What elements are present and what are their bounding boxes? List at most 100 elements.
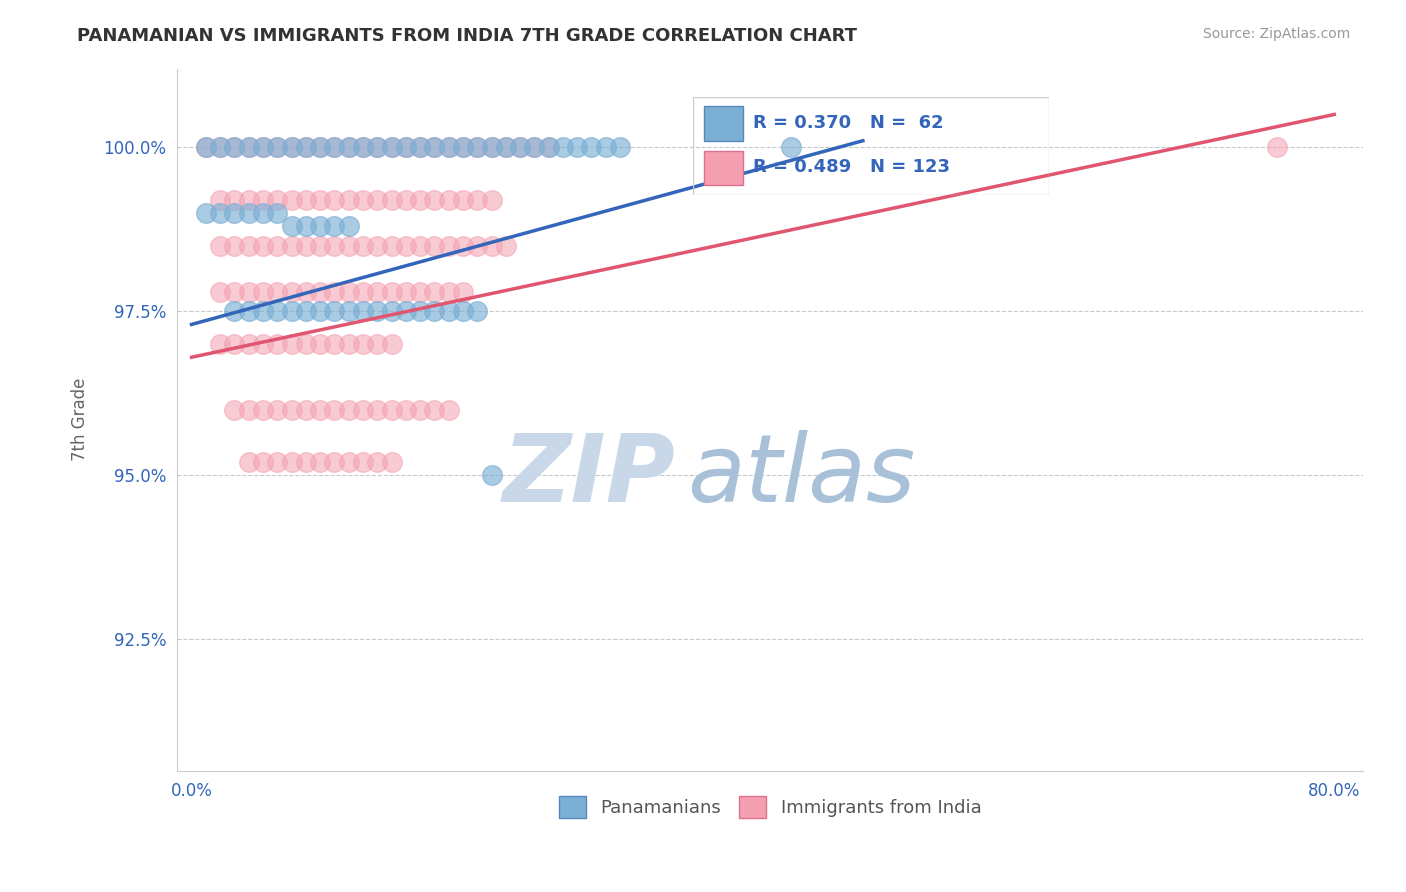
Point	[280, 238, 302, 252]
Point	[380, 285, 402, 299]
Point	[194, 140, 217, 154]
Point	[337, 337, 360, 351]
Point	[309, 193, 332, 207]
Point	[337, 304, 360, 318]
Point	[409, 402, 432, 417]
Point	[252, 140, 274, 154]
Point	[266, 285, 288, 299]
Point	[481, 140, 503, 154]
Point	[437, 304, 460, 318]
Point	[224, 285, 246, 299]
Point	[423, 304, 446, 318]
Point	[294, 455, 316, 469]
Point	[309, 238, 332, 252]
Point	[294, 304, 316, 318]
Point	[352, 238, 374, 252]
Point	[280, 337, 302, 351]
Point	[409, 304, 432, 318]
Point	[352, 455, 374, 469]
Point	[323, 140, 346, 154]
Point	[380, 140, 402, 154]
Point	[294, 219, 316, 233]
Point	[238, 304, 260, 318]
Point	[252, 193, 274, 207]
Point	[294, 402, 316, 417]
Point	[323, 402, 346, 417]
Point	[323, 219, 346, 233]
Point	[323, 285, 346, 299]
Point	[294, 140, 316, 154]
Point	[294, 238, 316, 252]
Point	[451, 140, 474, 154]
Point	[352, 193, 374, 207]
Point	[451, 193, 474, 207]
Point	[495, 140, 517, 154]
Point	[238, 455, 260, 469]
Point	[309, 455, 332, 469]
Point	[280, 219, 302, 233]
Point	[238, 206, 260, 220]
Point	[280, 193, 302, 207]
Point	[194, 140, 217, 154]
Point	[451, 140, 474, 154]
Point	[423, 238, 446, 252]
Point	[266, 402, 288, 417]
Text: PANAMANIAN VS IMMIGRANTS FROM INDIA 7TH GRADE CORRELATION CHART: PANAMANIAN VS IMMIGRANTS FROM INDIA 7TH …	[77, 27, 858, 45]
Y-axis label: 7th Grade: 7th Grade	[72, 378, 89, 461]
Point	[280, 455, 302, 469]
Point	[352, 304, 374, 318]
Point	[266, 238, 288, 252]
Point	[451, 285, 474, 299]
Point	[209, 140, 232, 154]
Point	[352, 140, 374, 154]
Point	[252, 206, 274, 220]
Point	[352, 402, 374, 417]
Point	[266, 140, 288, 154]
Point	[294, 140, 316, 154]
Point	[266, 304, 288, 318]
Point	[609, 140, 631, 154]
Point	[380, 140, 402, 154]
Point	[337, 193, 360, 207]
Point	[266, 455, 288, 469]
Point	[409, 140, 432, 154]
Point	[337, 140, 360, 154]
Point	[437, 285, 460, 299]
Point	[481, 193, 503, 207]
Text: ZIP: ZIP	[502, 430, 675, 522]
Point	[380, 304, 402, 318]
Point	[537, 140, 560, 154]
Point	[409, 238, 432, 252]
Point	[280, 402, 302, 417]
Point	[451, 238, 474, 252]
Point	[224, 304, 246, 318]
Point	[238, 285, 260, 299]
Point	[366, 140, 388, 154]
Point	[209, 337, 232, 351]
Point	[437, 193, 460, 207]
Point	[238, 238, 260, 252]
Point	[523, 140, 546, 154]
Point	[567, 140, 589, 154]
Point	[465, 304, 488, 318]
Point	[352, 337, 374, 351]
Point	[309, 304, 332, 318]
Point	[209, 285, 232, 299]
Point	[509, 140, 531, 154]
Point	[523, 140, 546, 154]
Point	[551, 140, 574, 154]
Point	[252, 402, 274, 417]
Point	[238, 193, 260, 207]
Legend: Panamanians, Immigrants from India: Panamanians, Immigrants from India	[551, 789, 988, 825]
Point	[395, 304, 418, 318]
Point	[1265, 140, 1288, 154]
Point	[465, 140, 488, 154]
Point	[409, 193, 432, 207]
Point	[366, 402, 388, 417]
Point	[309, 219, 332, 233]
Point	[395, 238, 418, 252]
Point	[465, 140, 488, 154]
Point	[252, 285, 274, 299]
Point	[337, 402, 360, 417]
Point	[366, 337, 388, 351]
